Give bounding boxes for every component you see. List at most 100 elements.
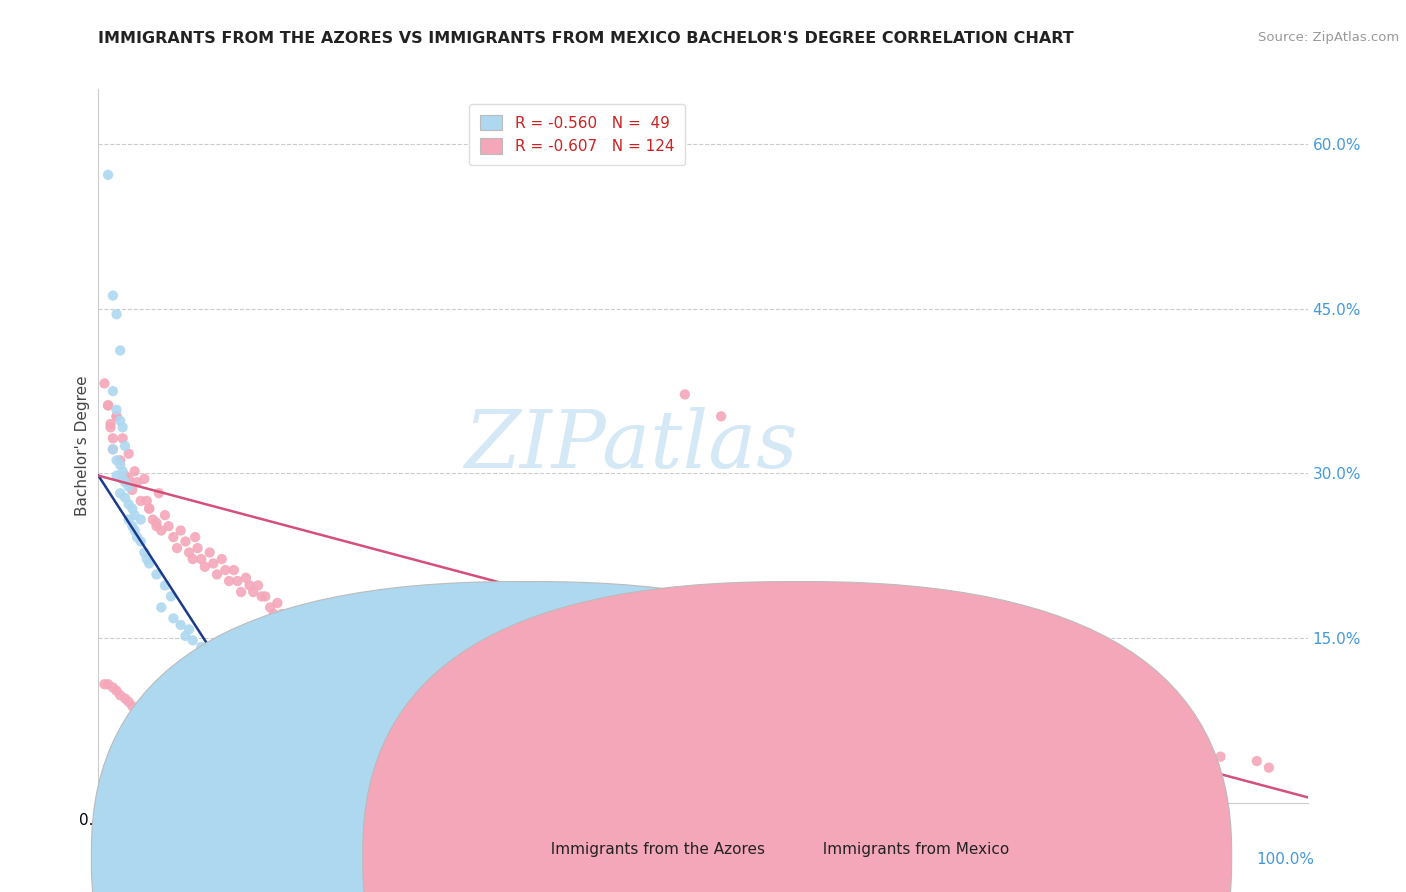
Point bbox=[138, 557, 160, 571]
Point bbox=[129, 494, 152, 508]
Point bbox=[150, 600, 173, 615]
Point bbox=[134, 472, 156, 486]
Point bbox=[108, 486, 131, 500]
Point bbox=[124, 464, 146, 478]
Point bbox=[222, 563, 245, 577]
Point bbox=[118, 472, 141, 486]
Point bbox=[190, 640, 212, 654]
Point bbox=[97, 398, 120, 412]
Point bbox=[153, 578, 176, 592]
Point bbox=[160, 590, 183, 604]
Point bbox=[108, 688, 131, 702]
Point bbox=[250, 590, 273, 604]
Point bbox=[114, 691, 136, 706]
Point bbox=[432, 688, 454, 702]
Point bbox=[114, 439, 136, 453]
Point bbox=[129, 534, 152, 549]
Point bbox=[118, 447, 141, 461]
Point bbox=[710, 409, 733, 424]
Point bbox=[108, 343, 131, 358]
Point bbox=[105, 453, 128, 467]
Point bbox=[101, 384, 124, 398]
Point bbox=[894, 721, 917, 735]
Text: 100.0%: 100.0% bbox=[1257, 852, 1315, 867]
Point bbox=[100, 420, 122, 434]
Point bbox=[157, 519, 180, 533]
Point bbox=[283, 618, 305, 632]
Point bbox=[145, 516, 167, 530]
Point bbox=[308, 633, 330, 648]
Point bbox=[179, 623, 201, 637]
Point bbox=[101, 681, 124, 695]
Point bbox=[235, 761, 257, 775]
Point bbox=[169, 524, 191, 538]
Point bbox=[290, 623, 312, 637]
Point bbox=[259, 600, 281, 615]
Text: Source: ZipAtlas.com: Source: ZipAtlas.com bbox=[1258, 31, 1399, 45]
Point bbox=[254, 590, 277, 604]
Point bbox=[299, 629, 322, 643]
Point bbox=[138, 501, 160, 516]
Point bbox=[271, 607, 294, 621]
Point bbox=[673, 387, 696, 401]
Point bbox=[198, 651, 221, 665]
Point bbox=[541, 714, 564, 728]
Point bbox=[371, 673, 394, 687]
Point bbox=[111, 431, 134, 445]
Point bbox=[157, 721, 180, 735]
Point bbox=[121, 501, 143, 516]
Point bbox=[274, 618, 297, 632]
Point bbox=[150, 524, 173, 538]
Point bbox=[360, 666, 382, 681]
Point bbox=[637, 721, 659, 735]
Point bbox=[274, 699, 297, 714]
Point bbox=[105, 409, 128, 424]
Point bbox=[1161, 747, 1184, 761]
Point bbox=[105, 468, 128, 483]
Point bbox=[202, 557, 225, 571]
Point bbox=[190, 743, 212, 757]
Point bbox=[184, 530, 207, 544]
Point bbox=[97, 398, 120, 412]
Point bbox=[93, 376, 115, 391]
Point bbox=[235, 571, 257, 585]
Point bbox=[124, 508, 146, 523]
Point bbox=[108, 414, 131, 428]
Point bbox=[302, 623, 325, 637]
Point bbox=[202, 749, 225, 764]
Point bbox=[516, 710, 538, 724]
Point bbox=[111, 464, 134, 478]
Point bbox=[111, 472, 134, 486]
Point bbox=[214, 666, 236, 681]
Point bbox=[105, 683, 128, 698]
Point bbox=[134, 545, 156, 559]
Point bbox=[444, 695, 467, 709]
Point bbox=[1209, 749, 1232, 764]
Point bbox=[408, 677, 430, 691]
Y-axis label: Bachelor's Degree: Bachelor's Degree bbox=[75, 376, 90, 516]
Point bbox=[1064, 739, 1087, 753]
Point bbox=[148, 486, 170, 500]
Point bbox=[153, 508, 176, 523]
Point bbox=[101, 442, 124, 457]
Legend: R = -0.560   N =  49, R = -0.607   N = 124: R = -0.560 N = 49, R = -0.607 N = 124 bbox=[468, 104, 685, 165]
Point bbox=[162, 530, 184, 544]
Point bbox=[174, 629, 197, 643]
Point bbox=[384, 677, 406, 691]
Point bbox=[142, 512, 165, 526]
Point bbox=[150, 716, 173, 731]
Point bbox=[565, 716, 588, 731]
Point bbox=[97, 168, 120, 182]
Point bbox=[145, 519, 167, 533]
Point bbox=[190, 552, 212, 566]
Point bbox=[127, 530, 149, 544]
Point bbox=[118, 512, 141, 526]
Point bbox=[226, 677, 249, 691]
Point bbox=[287, 611, 309, 625]
Point bbox=[134, 706, 156, 720]
Point bbox=[1246, 754, 1268, 768]
Point bbox=[218, 574, 240, 588]
Point bbox=[420, 688, 443, 702]
Point bbox=[108, 765, 131, 780]
Point bbox=[226, 574, 249, 588]
